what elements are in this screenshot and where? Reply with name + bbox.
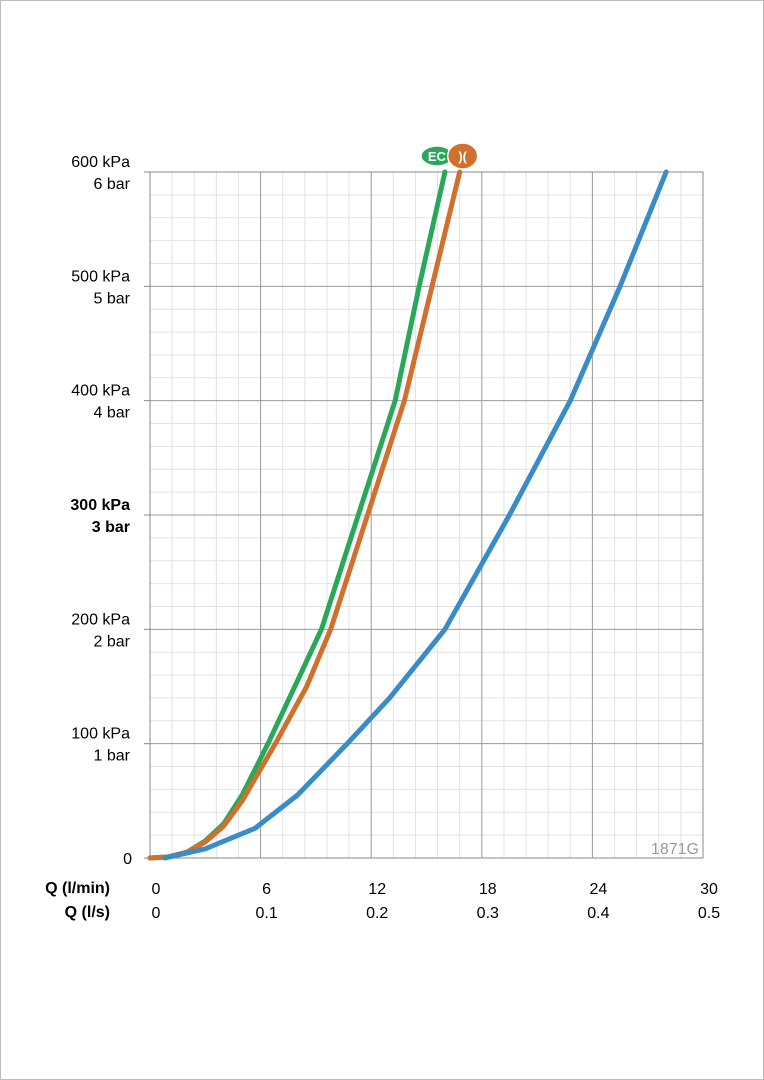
x-tick-label: 24 [590,881,608,898]
x2-tick-label: 0.5 [698,905,720,922]
x2-tick-label: 0.4 [587,905,609,922]
legend-label: EC [428,149,447,164]
y-tick-label: 400 kPa [71,383,130,400]
x-tick-label: 6 [262,881,271,898]
watermark: 1871G [651,841,699,858]
y-tick-label: 300 kPa [70,497,130,514]
y-tick-sublabel: 4 bar [94,405,131,422]
y-tick-label: 0 [123,851,132,868]
y-tick-sublabel: 2 bar [94,633,131,650]
x2-axis-label: Q (l/s) [65,904,110,921]
y-tick-sublabel: 3 bar [92,519,130,536]
legend-label: )( [458,149,467,164]
y-tick-label: 600 kPa [71,154,130,171]
y-tick-label: 100 kPa [71,726,130,743]
x2-tick-label: 0 [152,905,161,922]
x-tick-label: 12 [368,881,386,898]
x-tick-label: 0 [152,881,161,898]
x2-tick-label: 0.3 [477,905,499,922]
y-tick-sublabel: 6 bar [94,176,131,193]
series-line [162,169,669,861]
x-axis-label: Q (l/min) [45,880,110,897]
x2-tick-label: 0.2 [366,905,388,922]
x2-tick-label: 0.1 [255,905,277,922]
plot-frame [149,171,704,859]
y-tick-sublabel: 1 bar [94,748,131,765]
y-tick-sublabel: 5 bar [94,290,131,307]
x-tick-label: 30 [700,881,718,898]
y-tick-label: 200 kPa [71,611,130,628]
y-tick-label: 500 kPa [71,268,130,285]
legend-badge [446,142,479,170]
x-tick-label: 18 [479,881,497,898]
